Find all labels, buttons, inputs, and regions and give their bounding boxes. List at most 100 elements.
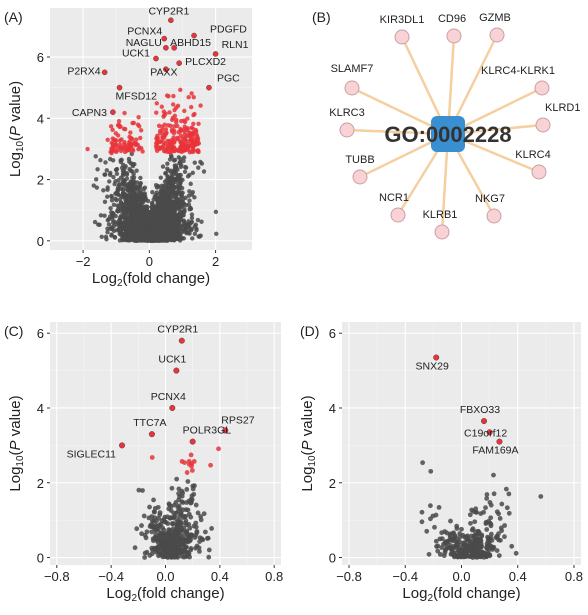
sig-point (110, 147, 115, 153)
point (463, 542, 469, 548)
point (132, 215, 138, 220)
point (433, 538, 439, 544)
point (473, 506, 479, 512)
gene-label: PCNX4 (127, 26, 162, 38)
point (199, 219, 204, 224)
point (159, 191, 164, 197)
point (482, 551, 488, 557)
point (142, 555, 148, 560)
point (123, 233, 129, 238)
x-tick-label: 0.0 (156, 569, 174, 584)
x-tick-label: −0.4 (392, 569, 418, 584)
point (134, 238, 140, 243)
point (168, 554, 174, 560)
point (194, 530, 200, 536)
point (155, 504, 161, 510)
y-axis-title: Log10(P value) (7, 395, 26, 491)
panel-tag: (A) (4, 9, 23, 25)
point (206, 547, 212, 553)
sig-point (155, 135, 161, 141)
point (213, 209, 219, 215)
point (189, 215, 195, 221)
point (214, 231, 219, 236)
point (110, 217, 115, 222)
point (448, 518, 453, 524)
point (138, 205, 143, 210)
point (175, 221, 181, 227)
point (127, 230, 132, 236)
point (170, 228, 176, 233)
point (187, 198, 192, 203)
point (129, 187, 134, 192)
point (427, 503, 433, 509)
gene-node (390, 207, 406, 223)
point (139, 523, 144, 528)
sig-point (113, 138, 119, 143)
panel-c: (C) −0.8 −0.4 0.0 0.4 0.8 0 2 4 6 Log2(fold change… (4, 322, 283, 604)
point (137, 225, 142, 230)
point (157, 512, 163, 518)
point (473, 545, 479, 551)
point (180, 200, 186, 205)
point (171, 515, 177, 521)
point (114, 171, 120, 177)
point (201, 511, 207, 517)
panel-a: (A) −2 0 2 0 2 4 6 Log2(fold change) Log10(P valu… (4, 5, 252, 289)
point (152, 546, 158, 552)
point (188, 181, 193, 187)
point (105, 194, 110, 199)
point (498, 537, 503, 543)
point (457, 550, 463, 555)
labeled-point (168, 17, 174, 24)
point (113, 213, 118, 219)
point (198, 514, 204, 519)
point (128, 168, 133, 173)
sig-point (182, 460, 188, 465)
point (159, 196, 165, 202)
point (105, 230, 110, 235)
point (437, 536, 443, 542)
point (121, 181, 126, 186)
point (172, 534, 177, 540)
labeled-point (110, 109, 116, 115)
point (161, 553, 167, 559)
point (117, 183, 122, 188)
gene-node-label: KLRB1 (423, 209, 458, 221)
sig-point (182, 132, 188, 137)
point (95, 167, 100, 172)
point (185, 539, 191, 545)
point (436, 505, 442, 510)
sig-point (161, 109, 167, 114)
point (195, 510, 201, 516)
y-tick-label: 6 (329, 326, 336, 341)
labeled-point (116, 84, 123, 91)
x-axis-title: Log2(fold change) (92, 270, 210, 289)
point (434, 544, 439, 549)
point (178, 510, 184, 516)
point (159, 217, 165, 222)
point (184, 487, 190, 492)
gene-node-label: SLAMF7 (331, 63, 374, 75)
point (138, 180, 143, 186)
point (151, 497, 156, 503)
y-tick-label: 0 (37, 551, 44, 566)
point (165, 174, 171, 180)
point (178, 156, 183, 162)
labeled-point (119, 442, 126, 449)
sig-point (170, 117, 175, 123)
gene-label: CAPN3 (72, 107, 107, 119)
point (476, 541, 482, 547)
gene-node-label: KLRC4-KLRK1 (481, 65, 555, 77)
sig-point (160, 136, 165, 141)
point (171, 217, 176, 222)
x-tick-label: 0.0 (452, 569, 470, 584)
sig-point (154, 110, 159, 115)
gene-node (352, 169, 368, 185)
labeled-point (161, 35, 168, 42)
point (172, 157, 178, 163)
point (183, 203, 189, 208)
point (484, 527, 490, 532)
point (488, 515, 494, 521)
point (109, 210, 114, 215)
point (124, 237, 129, 243)
